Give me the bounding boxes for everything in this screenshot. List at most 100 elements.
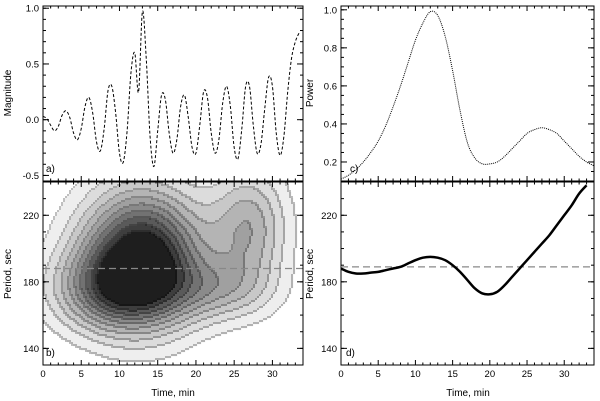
contour-cell (47, 246, 50, 249)
contour-cell (85, 200, 88, 203)
contour-cell (135, 218, 138, 221)
contour-cell (275, 224, 278, 227)
contour-cell (89, 228, 92, 231)
contour-cell (103, 258, 106, 261)
contour-cell (135, 190, 138, 193)
contour-cell (181, 188, 184, 191)
contour-cell (101, 200, 104, 203)
contour-cell (69, 212, 72, 215)
contour-cell (101, 248, 104, 251)
contour-cell (237, 206, 240, 209)
contour-cell (203, 254, 206, 257)
contour-cell (169, 202, 172, 205)
contour-cell (117, 238, 120, 241)
contour-cell (261, 198, 264, 201)
contour-cell (155, 210, 158, 213)
contour-cell (285, 250, 288, 253)
contour-cell (247, 202, 250, 205)
contour-cell (223, 234, 226, 237)
contour-cell (207, 214, 210, 217)
contour-cell (67, 226, 70, 229)
contour-cell (265, 200, 268, 203)
contour-cell (287, 220, 290, 223)
contour-cell (131, 188, 134, 191)
contour-cell (43, 254, 46, 257)
contour-cell (275, 256, 278, 259)
contour-cell (125, 246, 128, 249)
contour-cell (155, 242, 158, 245)
contour-cell (161, 226, 164, 229)
contour-cell (123, 258, 126, 261)
contour-cell (255, 214, 258, 217)
contour-cell (111, 244, 114, 247)
contour-cell (283, 250, 286, 253)
contour-cell (163, 230, 166, 233)
contour-cell (133, 256, 136, 259)
contour-cell (77, 248, 80, 251)
contour-cell (117, 248, 120, 251)
contour-cell (69, 262, 72, 265)
contour-cell (137, 208, 140, 211)
contour-cell (291, 252, 294, 255)
contour-cell (265, 236, 268, 239)
contour-cell (157, 232, 160, 235)
contour-cell (77, 230, 80, 233)
contour-cell (181, 260, 184, 263)
contour-cell (227, 216, 230, 219)
contour-cell (203, 216, 206, 219)
contour-cell (283, 212, 286, 215)
contour-cell (81, 236, 84, 239)
contour-cell (161, 212, 164, 215)
contour-cell (105, 206, 108, 209)
contour-cell (195, 242, 198, 245)
contour-cell (221, 188, 224, 191)
contour-cell (167, 188, 170, 191)
contour-cell (71, 224, 74, 227)
contour-cell (101, 256, 104, 259)
contour-cell (243, 240, 246, 243)
contour-cell (165, 254, 168, 257)
contour-cell (99, 210, 102, 213)
contour-cell (215, 206, 218, 209)
contour-cell (257, 240, 260, 243)
contour-cell (197, 246, 200, 249)
contour-cell (229, 238, 232, 241)
contour-cell (195, 204, 198, 207)
contour-cell (223, 220, 226, 223)
contour-cell (257, 200, 260, 203)
contour-cell (149, 194, 152, 197)
contour-cell (275, 204, 278, 207)
contour-cell (219, 224, 222, 227)
contour-cell (209, 192, 212, 195)
contour-cell (127, 188, 130, 191)
contour-cell (247, 196, 250, 199)
contour-cell (125, 196, 128, 199)
contour-cell (163, 182, 166, 185)
contour-cell (267, 226, 270, 229)
contour-cell (125, 244, 128, 247)
contour-cell (261, 238, 264, 241)
contour-cell (97, 204, 100, 207)
contour-cell (171, 190, 174, 193)
contour-cell (151, 194, 154, 197)
contour-cell (185, 202, 188, 205)
contour-cell (143, 212, 146, 215)
contour-cell (167, 256, 170, 259)
contour-cell (287, 226, 290, 229)
contour-cell (285, 206, 288, 209)
contour-cell (293, 220, 296, 223)
contour-cell (85, 220, 88, 223)
contour-cell (185, 212, 188, 215)
contour-cell (71, 196, 74, 199)
contour-cell (85, 252, 88, 255)
contour-cell (143, 248, 146, 251)
contour-cell (83, 222, 86, 225)
contour-cell (101, 196, 104, 199)
contour-cell (83, 236, 86, 239)
contour-cell (95, 194, 98, 197)
contour-cell (225, 204, 228, 207)
contour-cell (191, 208, 194, 211)
contour-cell (291, 242, 294, 245)
contour-cell (217, 214, 220, 217)
contour-cell (161, 198, 164, 201)
